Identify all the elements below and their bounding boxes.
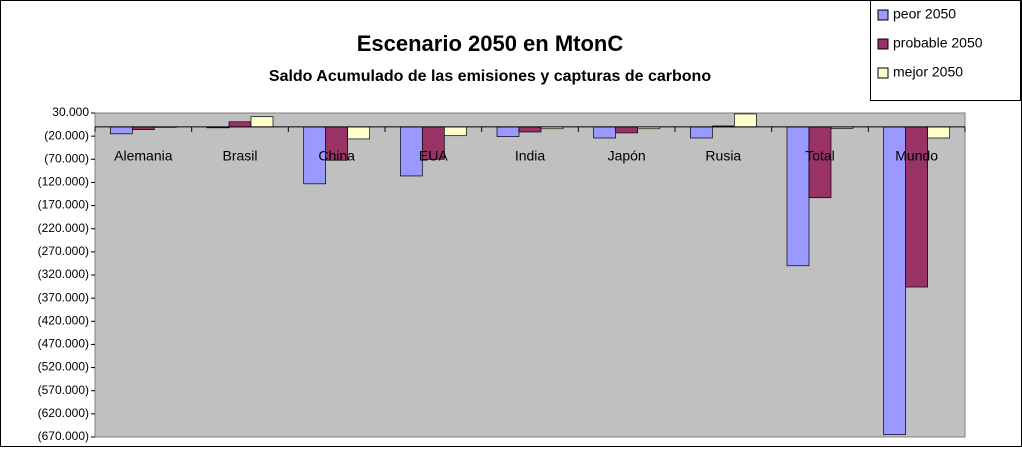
- y-tick-label: (620.000): [38, 406, 89, 420]
- y-tick-label: (320.000): [38, 267, 89, 281]
- legend-swatch: [878, 68, 888, 78]
- y-tick-label: 30.000: [52, 105, 89, 119]
- y-tick-label: (470.000): [38, 337, 89, 351]
- y-tick-label: (70.000): [44, 151, 89, 165]
- x-tick-label: China: [318, 148, 355, 164]
- x-tick-label: Rusia: [705, 148, 741, 164]
- bar: [928, 127, 950, 138]
- y-tick-label: (420.000): [38, 313, 89, 327]
- bar: [734, 114, 756, 127]
- bar: [229, 122, 251, 127]
- x-tick-label: Japón: [608, 148, 646, 164]
- y-tick-label: (220.000): [38, 221, 89, 235]
- chart-title: Escenario 2050 en MtonC: [357, 31, 624, 56]
- bar: [497, 127, 519, 137]
- y-tick-label: (670.000): [38, 429, 89, 443]
- y-tick-label: (120.000): [38, 175, 89, 189]
- y-tick-label: (370.000): [38, 290, 89, 304]
- y-tick-label: (170.000): [38, 198, 89, 212]
- legend-swatch: [878, 39, 888, 49]
- bar: [348, 127, 370, 139]
- legend-label: peor 2050: [893, 6, 956, 22]
- bar: [444, 127, 466, 136]
- legend-label: mejor 2050: [893, 64, 963, 80]
- x-tick-label: Total: [805, 148, 835, 164]
- chart-subtitle: Saldo Acumulado de las emisiones y captu…: [269, 68, 711, 85]
- bar: [251, 117, 273, 127]
- bar: [616, 127, 638, 133]
- x-tick-label: India: [515, 148, 546, 164]
- bar: [690, 127, 712, 138]
- legend-label: probable 2050: [893, 35, 983, 51]
- x-tick-label: EUA: [419, 148, 448, 164]
- y-tick-label: (20.000): [44, 128, 89, 142]
- x-tick-label: Brasil: [222, 148, 257, 164]
- y-tick-label: (570.000): [38, 383, 89, 397]
- bar: [884, 127, 906, 435]
- bar: [594, 127, 616, 138]
- x-tick-label: Mundo: [895, 148, 938, 164]
- legend-swatch: [878, 10, 888, 20]
- y-tick-label: (270.000): [38, 244, 89, 258]
- x-tick-label: Alemania: [114, 148, 173, 164]
- bar: [110, 127, 132, 134]
- y-tick-label: (520.000): [38, 360, 89, 374]
- bar: [519, 127, 541, 132]
